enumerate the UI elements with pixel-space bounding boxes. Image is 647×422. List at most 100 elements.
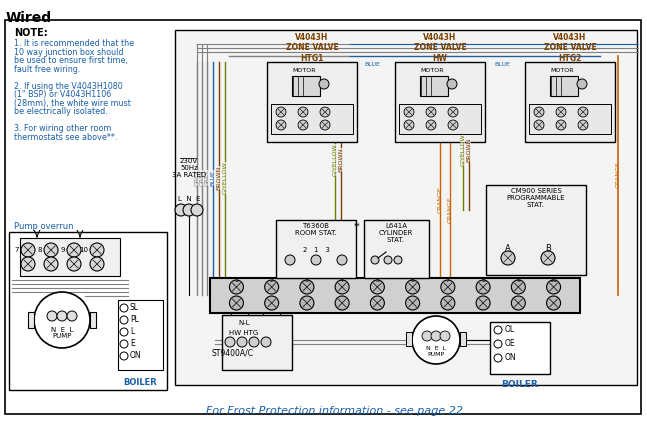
- Bar: [210, 278, 580, 313]
- Text: 3. For wiring other room: 3. For wiring other room: [14, 124, 111, 133]
- Circle shape: [300, 296, 314, 310]
- Circle shape: [249, 337, 259, 347]
- Circle shape: [547, 296, 560, 310]
- Circle shape: [237, 337, 247, 347]
- Text: Wired: Wired: [6, 11, 52, 25]
- Text: L641A
CYLINDER
STAT.: L641A CYLINDER STAT.: [378, 223, 413, 243]
- Circle shape: [447, 79, 457, 89]
- Circle shape: [265, 296, 279, 310]
- Circle shape: [370, 280, 384, 294]
- Circle shape: [404, 120, 414, 130]
- Text: 10 way junction box should: 10 way junction box should: [14, 48, 124, 57]
- Circle shape: [120, 352, 128, 360]
- Text: HW HTG: HW HTG: [230, 330, 259, 336]
- Text: fault free wiring.: fault free wiring.: [14, 65, 80, 73]
- Text: 230V
50Hz
3A RATED: 230V 50Hz 3A RATED: [172, 158, 206, 178]
- Text: N-L: N-L: [238, 320, 250, 326]
- Text: 5: 5: [375, 279, 379, 284]
- Text: BLUE: BLUE: [210, 170, 215, 186]
- Circle shape: [534, 120, 544, 130]
- Circle shape: [426, 120, 436, 130]
- Text: 10: 10: [550, 279, 558, 284]
- Circle shape: [394, 256, 402, 264]
- Circle shape: [225, 337, 235, 347]
- Circle shape: [298, 107, 308, 117]
- Text: V4043H
ZONE VALVE
HTG2: V4043H ZONE VALVE HTG2: [543, 33, 597, 63]
- Text: be electrically isolated.: be electrically isolated.: [14, 107, 108, 116]
- Text: BROWN: BROWN: [338, 148, 344, 172]
- Bar: [395, 62, 485, 142]
- Text: 9: 9: [61, 247, 65, 253]
- Bar: [276, 220, 356, 278]
- Text: ORANGE: ORANGE: [437, 187, 443, 214]
- Text: For Frost Protection information - see page 22: For Frost Protection information - see p…: [206, 406, 463, 416]
- Circle shape: [21, 243, 35, 257]
- Circle shape: [335, 280, 349, 294]
- Text: L  N  E: L N E: [178, 196, 201, 202]
- Text: V4043H
ZONE VALVE
HTG1: V4043H ZONE VALVE HTG1: [285, 33, 338, 63]
- Bar: [399, 104, 481, 134]
- Text: (28mm), the white wire must: (28mm), the white wire must: [14, 98, 131, 108]
- Text: BOILER: BOILER: [123, 378, 157, 387]
- Text: 6: 6: [411, 279, 415, 284]
- Bar: [529, 104, 611, 134]
- Circle shape: [120, 328, 128, 336]
- Circle shape: [311, 255, 321, 265]
- Text: 1. It is recommended that the: 1. It is recommended that the: [14, 39, 134, 48]
- Circle shape: [511, 280, 525, 294]
- Text: CM900 SERIES
PROGRAMMABLE
STAT.: CM900 SERIES PROGRAMMABLE STAT.: [507, 188, 565, 208]
- Circle shape: [120, 304, 128, 312]
- Circle shape: [406, 280, 420, 294]
- Text: A: A: [505, 243, 511, 252]
- Circle shape: [448, 107, 458, 117]
- Bar: [460, 332, 466, 346]
- Circle shape: [556, 107, 566, 117]
- Circle shape: [183, 204, 195, 216]
- Circle shape: [426, 107, 436, 117]
- Text: **: **: [354, 223, 361, 229]
- Text: ORANGE: ORANGE: [615, 162, 620, 188]
- Text: GREY: GREY: [199, 170, 204, 187]
- Circle shape: [319, 79, 329, 89]
- Text: N  E  L: N E L: [50, 327, 73, 333]
- Text: E: E: [130, 340, 135, 349]
- Text: GREY: GREY: [195, 170, 199, 187]
- Bar: [292, 76, 320, 96]
- Circle shape: [67, 243, 81, 257]
- Bar: [490, 322, 550, 374]
- Bar: [9, 232, 167, 390]
- Text: PL: PL: [130, 316, 139, 325]
- Circle shape: [230, 280, 243, 294]
- Text: V4043H
ZONE VALVE
HW: V4043H ZONE VALVE HW: [413, 33, 466, 63]
- Text: 8: 8: [481, 279, 485, 284]
- Text: 2. If using the V4043H1080: 2. If using the V4043H1080: [14, 81, 123, 90]
- Bar: [90, 312, 96, 328]
- Circle shape: [511, 296, 525, 310]
- Circle shape: [175, 204, 187, 216]
- Bar: [550, 76, 578, 96]
- Circle shape: [441, 296, 455, 310]
- Text: ST9400A/C: ST9400A/C: [212, 348, 254, 357]
- Circle shape: [371, 256, 379, 264]
- Circle shape: [384, 256, 392, 264]
- Circle shape: [440, 331, 450, 341]
- Circle shape: [57, 311, 67, 321]
- Text: 8: 8: [38, 247, 42, 253]
- Circle shape: [261, 337, 271, 347]
- Circle shape: [441, 280, 455, 294]
- Text: thermostats see above**.: thermostats see above**.: [14, 133, 117, 141]
- Circle shape: [298, 120, 308, 130]
- Circle shape: [578, 107, 588, 117]
- Circle shape: [448, 120, 458, 130]
- Text: Pump overrun: Pump overrun: [14, 222, 74, 231]
- Text: PUMP: PUMP: [428, 352, 444, 357]
- Text: ON: ON: [505, 354, 516, 362]
- Text: GREY: GREY: [204, 170, 210, 187]
- Circle shape: [34, 292, 90, 348]
- Circle shape: [577, 79, 587, 89]
- Text: 2   1   3: 2 1 3: [303, 247, 329, 253]
- Circle shape: [422, 331, 432, 341]
- Circle shape: [404, 107, 414, 117]
- Text: PUMP: PUMP: [52, 333, 72, 339]
- Circle shape: [47, 311, 57, 321]
